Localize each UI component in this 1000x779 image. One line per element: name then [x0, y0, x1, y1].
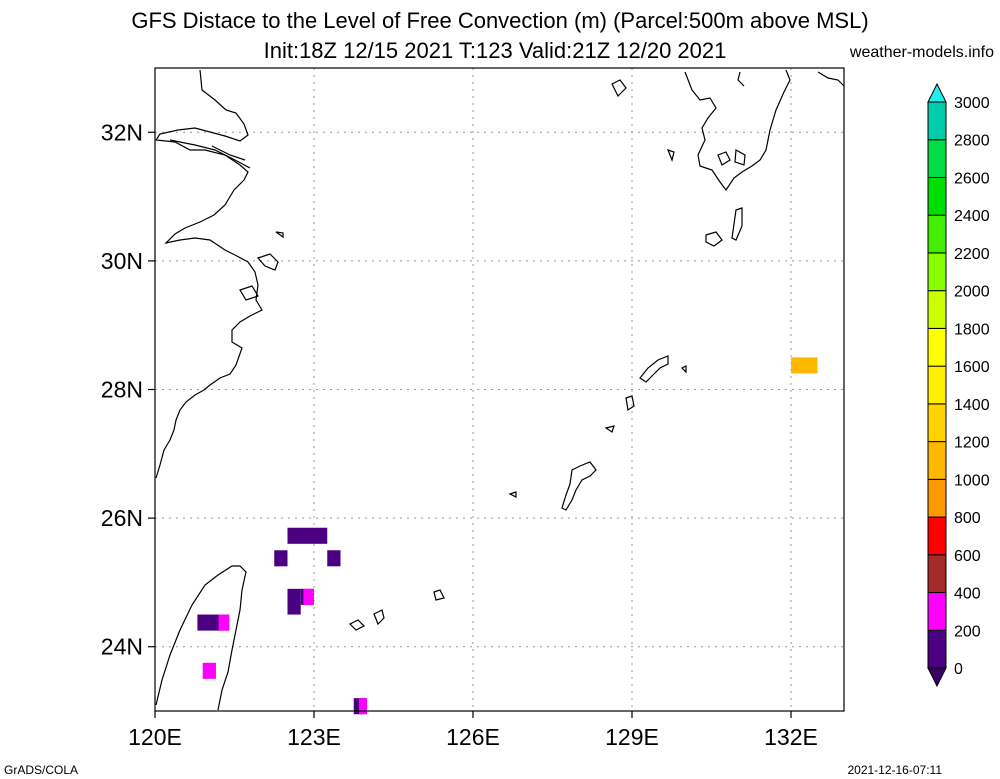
coastline-miyako	[433, 589, 445, 601]
chart-title-line1: GFS Distace to the Level of Free Convect…	[131, 8, 869, 33]
lon-tick-label: 132E	[764, 724, 818, 750]
footer-timestamp: 2021-12-16-07:11	[847, 763, 942, 777]
coastline-tokunoshima	[604, 395, 635, 433]
colorbar-level-label: 1400	[954, 397, 990, 414]
lat-tick-label: 24N	[101, 634, 143, 660]
colorbar-swatch	[927, 101, 947, 141]
colorbar-level-label: 1000	[954, 472, 990, 489]
colorbar-swatch	[927, 365, 947, 405]
lfc-cell-200-400	[218, 614, 230, 631]
lat-tick-label: 30N	[101, 248, 143, 274]
lfc-cell-200-400	[303, 588, 314, 605]
footer-software: GrADS/COLA	[4, 763, 79, 777]
colorbar-swatch	[927, 516, 947, 556]
colorbar-level-label: 2200	[954, 246, 990, 263]
colorbar-level-label: 600	[954, 548, 981, 565]
coastline-kyushu	[684, 69, 791, 192]
colorbar-level-label: 2400	[954, 208, 990, 225]
colorbar-level-label: 2800	[954, 133, 990, 150]
coastline-ishigaki	[348, 609, 385, 631]
colorbar-swatch	[927, 629, 947, 669]
colorbar-level-label: 400	[954, 586, 981, 603]
grid-lines	[155, 68, 844, 711]
lfc-cell-0-200	[327, 550, 341, 567]
colorbar-level-label: 200	[954, 623, 981, 640]
colorbar-level-label: 1800	[954, 321, 990, 338]
colorbar-level-label: 0	[954, 661, 963, 678]
coastline-kyushu-bay	[717, 149, 746, 166]
colorbar-swatch	[927, 139, 947, 178]
colorbar-swatch	[927, 214, 947, 254]
coastlines	[154, 69, 845, 711]
lon-tick-label: 126E	[446, 724, 500, 750]
colorbar-swatch	[927, 592, 947, 631]
colorbar-over-arrow	[927, 82, 947, 103]
lat-tick-label: 28N	[101, 377, 143, 403]
colorbar-swatch	[927, 441, 947, 480]
colorbar-level-label: 3000	[954, 95, 990, 112]
lfc-cell-1000-1200	[791, 357, 818, 374]
colorbar-swatch	[927, 554, 947, 594]
colorbar-level-label: 2600	[954, 170, 990, 187]
colorbar-level-label: 800	[954, 510, 981, 527]
lat-tick-label: 26N	[101, 505, 143, 531]
coastline-amami	[639, 355, 687, 383]
lfc-cell-0-200	[287, 588, 301, 615]
colorbar-level-label: 1200	[954, 435, 990, 452]
colorbar-swatch	[927, 403, 947, 443]
coastline-tanegashima	[705, 207, 743, 247]
lfc-cell-0-200	[274, 550, 288, 567]
coastline-yangtze	[169, 139, 251, 169]
coastline-goto	[611, 79, 675, 162]
axis-ticks: 120E 123E 126E 129E 132E 24N 26N 28N 30N 32N	[101, 119, 818, 750]
lfc-cell-0-200	[287, 527, 328, 544]
coastline-okinawa	[508, 461, 597, 511]
colorbar-swatch	[927, 290, 947, 329]
colorbar-level-label: 1600	[954, 359, 990, 376]
colorbar-swatch	[927, 252, 947, 292]
colorbar-under-arrow	[927, 667, 947, 688]
coastline-japan-north	[737, 71, 845, 87]
colorbar-swatch	[927, 478, 947, 518]
chart-title-line2: Init:18Z 12/15 2021 T:123 Valid:21Z 12/2…	[263, 38, 727, 63]
lon-tick-label: 123E	[287, 724, 341, 750]
colorbar-swatch	[927, 176, 947, 216]
colorbar: 0 200 400 600 800 1000 1200 1400 1600 1800 2000 220…	[927, 82, 990, 688]
coastline-taiwan	[155, 565, 247, 711]
lfc-cell-200-400	[359, 698, 367, 715]
lat-tick-label: 32N	[101, 119, 143, 145]
coastline-islands-zhoushan	[239, 231, 284, 301]
lon-tick-label: 120E	[128, 724, 182, 750]
lon-tick-label: 129E	[605, 724, 659, 750]
colorbar-level-label: 2000	[954, 284, 990, 301]
convection-cells	[197, 357, 818, 715]
lfc-cell-200-400	[202, 662, 216, 679]
coastline-china	[154, 69, 263, 479]
colorbar-swatch	[927, 327, 947, 367]
site-watermark: weather-models.info	[849, 44, 994, 61]
